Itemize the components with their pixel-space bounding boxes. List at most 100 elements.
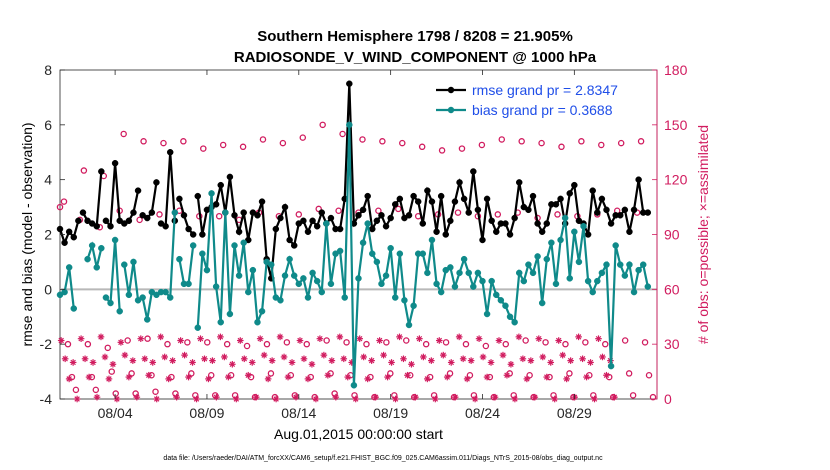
obs-assimilated-marker — [475, 335, 483, 342]
asterisk-stroke — [285, 374, 291, 380]
asterisk-stroke — [269, 357, 275, 364]
bias-point — [612, 242, 619, 249]
obs-possible-marker — [60, 198, 68, 205]
obs-possible-marker — [200, 145, 207, 152]
obs-assimilated-marker — [471, 395, 479, 403]
obs-assimilated-marker — [65, 375, 73, 383]
obs-assimilated-marker — [324, 371, 332, 379]
obs-assimilated-marker — [384, 373, 391, 381]
obs-possible-marker — [621, 337, 629, 344]
rmse-point — [474, 206, 482, 214]
obs-possible-marker — [649, 393, 657, 401]
obs-possible-marker — [418, 143, 426, 151]
bias-point — [635, 266, 642, 274]
asterisk-stroke — [603, 372, 610, 378]
bias-point — [470, 283, 477, 290]
legend-bias-label: bias grand pr = 0.3688 — [472, 102, 613, 118]
rmse-point — [258, 198, 266, 205]
bias-point — [258, 308, 266, 315]
obs-count-markers — [56, 121, 657, 403]
bias-point — [217, 318, 224, 326]
bias-point — [166, 294, 174, 301]
obs-possible-marker — [375, 207, 382, 214]
obs-assimilated-marker — [344, 373, 352, 381]
bias-point — [557, 236, 564, 244]
bias-point — [286, 255, 293, 263]
y-tick-label: -2 — [40, 336, 53, 352]
obs-possible-marker — [466, 371, 474, 379]
obs-assimilated-marker — [197, 335, 204, 342]
bias-point — [323, 220, 330, 227]
obs-possible-marker — [156, 211, 163, 218]
asterisk-stroke — [368, 357, 375, 364]
asterisk-stroke — [225, 374, 232, 380]
obs-possible-marker — [554, 211, 561, 218]
x-tick-label: 08/09 — [189, 405, 224, 421]
obs-assimilated-marker — [551, 395, 559, 403]
bias-line — [123, 261, 140, 301]
obs-assimilated-marker — [575, 333, 582, 341]
bias-point — [281, 272, 289, 279]
asterisk-stroke — [277, 334, 283, 340]
obs-assimilated-marker — [89, 359, 97, 366]
bias-point — [410, 302, 417, 310]
obs-assimilated-marker — [567, 357, 574, 364]
asterisk-stroke — [488, 359, 494, 366]
asterisk-stroke — [233, 396, 240, 402]
bias-point — [607, 362, 615, 370]
series-lines — [56, 80, 652, 389]
obs-possible-marker — [458, 145, 466, 152]
obs-possible-marker — [602, 340, 609, 348]
bias-point — [245, 288, 252, 296]
obs-assimilated-marker — [392, 395, 399, 403]
x-tick-label: 08/04 — [98, 405, 133, 421]
rmse-point — [534, 220, 541, 227]
asterisk-stroke — [169, 357, 176, 364]
legend-box — [430, 78, 646, 120]
obs-assimilated-marker — [511, 395, 519, 403]
asterisk-stroke — [400, 356, 407, 362]
asterisk-stroke — [456, 334, 462, 340]
bias-point — [594, 277, 601, 285]
rmse-point — [304, 228, 312, 236]
asterisk-stroke — [217, 334, 224, 340]
bias-point — [185, 280, 192, 288]
rmse-point — [456, 179, 463, 186]
asterisk-stroke — [213, 394, 220, 400]
asterisk-stroke — [551, 396, 558, 402]
asterisk-stroke — [70, 359, 76, 366]
asterisk-stroke — [94, 394, 100, 400]
chart-title: Southern Hemisphere 1798 / 8208 = 21.905… — [257, 28, 573, 45]
rmse-point — [166, 149, 174, 156]
rmse-point — [589, 187, 596, 194]
rmse-point — [598, 195, 606, 203]
data-file-footer: data file: /Users/raeder/DAI/ATM_forcXX/… — [163, 455, 603, 462]
asterisk-stroke — [197, 335, 204, 342]
obs-assimilated-marker — [555, 337, 562, 344]
obs-assimilated-marker — [161, 353, 168, 361]
asterisk-stroke — [591, 396, 598, 402]
obs-assimilated-marker — [364, 375, 371, 383]
obs-assimilated-marker — [388, 359, 395, 366]
obs-assimilated-marker — [209, 357, 216, 364]
asterisk-stroke — [265, 376, 271, 382]
bias-point — [405, 321, 413, 329]
obs-assimilated-marker — [595, 335, 602, 342]
obs-assimilated-marker — [85, 373, 93, 381]
obs-assimilated-marker — [129, 357, 137, 364]
asterisk-stroke — [177, 337, 184, 344]
bias-point — [396, 250, 404, 257]
obs-possible-marker — [219, 141, 227, 149]
rmse-point — [621, 206, 629, 214]
obs-assimilated-marker — [276, 333, 284, 341]
obs-assimilated-marker — [233, 395, 240, 403]
bias-point — [621, 272, 629, 279]
obs-assimilated-marker — [137, 335, 145, 342]
obs-assimilated-marker — [527, 357, 535, 364]
rmse-point — [465, 209, 472, 216]
asterisk-stroke — [492, 394, 498, 400]
obs-possible-marker — [518, 138, 525, 145]
obs-assimilated-marker — [428, 357, 435, 364]
bias-point — [98, 244, 105, 252]
